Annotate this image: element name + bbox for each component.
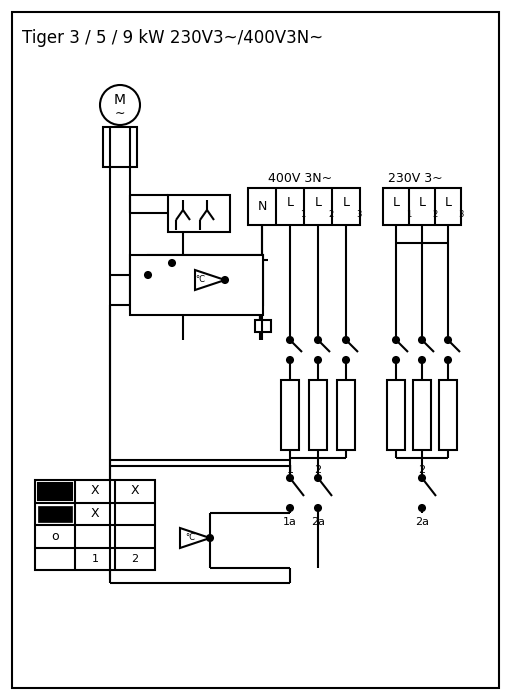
Text: M: M xyxy=(114,93,126,107)
Text: Tiger 3 / 5 / 9 kW 230V3~/400V3N~: Tiger 3 / 5 / 9 kW 230V3~/400V3N~ xyxy=(22,29,323,47)
Text: 400V 3N~: 400V 3N~ xyxy=(268,172,332,185)
Text: 2: 2 xyxy=(131,554,138,564)
Text: N: N xyxy=(258,199,267,213)
Circle shape xyxy=(100,85,140,125)
Bar xyxy=(413,380,431,450)
Circle shape xyxy=(393,357,399,363)
Bar xyxy=(38,483,72,500)
Circle shape xyxy=(343,357,349,363)
Text: L: L xyxy=(287,197,293,209)
Text: 1: 1 xyxy=(406,210,411,219)
Text: 1: 1 xyxy=(300,210,305,219)
Circle shape xyxy=(419,357,425,363)
Circle shape xyxy=(445,357,451,363)
Text: X: X xyxy=(90,507,99,520)
Bar xyxy=(148,255,263,305)
Text: X: X xyxy=(90,484,99,498)
Text: °C: °C xyxy=(195,276,205,284)
Bar xyxy=(130,255,263,315)
Bar xyxy=(439,380,457,450)
Circle shape xyxy=(287,337,293,343)
Circle shape xyxy=(419,505,425,511)
Circle shape xyxy=(222,277,228,283)
Bar xyxy=(255,320,271,332)
Text: 1a: 1a xyxy=(283,517,297,527)
Text: °C: °C xyxy=(185,533,195,542)
Bar xyxy=(168,195,230,232)
Text: 2a: 2a xyxy=(311,517,325,527)
Circle shape xyxy=(393,337,399,343)
Text: X: X xyxy=(131,484,140,498)
Circle shape xyxy=(315,337,321,343)
Circle shape xyxy=(445,337,451,343)
Text: L: L xyxy=(419,197,426,209)
Circle shape xyxy=(287,357,293,363)
Text: 3: 3 xyxy=(356,210,361,219)
Text: o: o xyxy=(51,529,59,542)
Bar xyxy=(281,380,299,450)
Bar xyxy=(35,480,155,570)
Circle shape xyxy=(315,505,321,511)
Bar xyxy=(38,505,72,522)
Bar xyxy=(309,380,327,450)
Circle shape xyxy=(315,475,321,481)
Text: 230V 3~: 230V 3~ xyxy=(388,172,443,185)
Text: 2: 2 xyxy=(328,210,333,219)
Text: L: L xyxy=(314,197,321,209)
Text: 3: 3 xyxy=(458,210,463,219)
Circle shape xyxy=(145,272,151,278)
Bar xyxy=(383,188,461,225)
Circle shape xyxy=(419,337,425,343)
Text: L: L xyxy=(392,197,400,209)
Text: ∼: ∼ xyxy=(115,106,125,120)
Text: 2: 2 xyxy=(432,210,437,219)
Circle shape xyxy=(315,357,321,363)
Text: 2: 2 xyxy=(314,465,321,475)
Circle shape xyxy=(169,260,175,266)
Circle shape xyxy=(287,475,293,481)
Circle shape xyxy=(343,337,349,343)
Text: L: L xyxy=(342,197,350,209)
Circle shape xyxy=(207,535,213,541)
Bar xyxy=(337,380,355,450)
Circle shape xyxy=(287,505,293,511)
Text: 2: 2 xyxy=(419,465,426,475)
Text: 2a: 2a xyxy=(415,517,429,527)
Bar xyxy=(248,188,360,225)
Bar xyxy=(387,380,405,450)
Text: 1: 1 xyxy=(287,465,293,475)
Text: L: L xyxy=(445,197,452,209)
Circle shape xyxy=(419,475,425,481)
Text: 1: 1 xyxy=(91,554,99,564)
Bar xyxy=(103,127,137,167)
